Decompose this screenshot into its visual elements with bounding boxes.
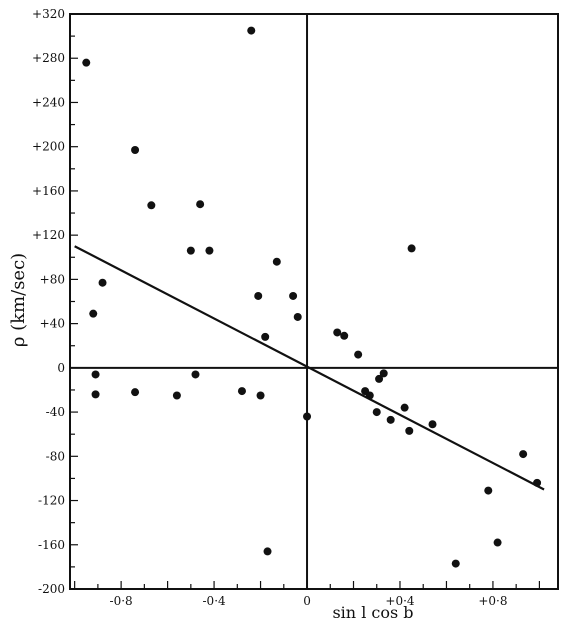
- fit-layer: [74, 245, 545, 491]
- data-point: [372, 408, 381, 417]
- data-point: [172, 391, 181, 400]
- x-tick-label: -0·4: [203, 594, 227, 608]
- data-point: [98, 278, 107, 287]
- data-point: [400, 403, 409, 412]
- y-tick-label: -160: [38, 538, 65, 552]
- data-point: [386, 415, 395, 424]
- y-tick-label: +120: [32, 228, 65, 242]
- axes-layer: [70, 14, 558, 589]
- y-axis-label: ρ (km/sec): [8, 253, 29, 347]
- data-point: [333, 328, 342, 337]
- data-point: [354, 350, 363, 359]
- x-tick-label: -0·8: [110, 594, 133, 608]
- y-tick-label: -80: [46, 449, 65, 463]
- data-point: [147, 201, 156, 210]
- data-point: [254, 291, 263, 300]
- data-point: [261, 332, 270, 341]
- y-tick-label: +80: [40, 272, 65, 286]
- x-tick-label: 0: [303, 594, 311, 608]
- data-point: [205, 246, 214, 255]
- data-point: [519, 450, 528, 459]
- data-point: [451, 559, 460, 568]
- data-point: [303, 412, 312, 421]
- data-point: [247, 26, 256, 35]
- data-point: [340, 331, 349, 340]
- data-point: [263, 547, 272, 556]
- data-point: [131, 388, 140, 397]
- ticks-layer: +320 +280 +240 +200 +160 +120 +80 +40 0 -40 -80 -12…: [32, 7, 541, 608]
- x-axis-label: sin l cos b: [332, 603, 413, 622]
- data-point: [375, 374, 384, 383]
- data-point: [484, 486, 493, 495]
- data-point: [89, 309, 98, 318]
- data-point: [493, 538, 502, 547]
- y-tick-label: 0: [57, 361, 65, 375]
- data-point: [237, 387, 246, 396]
- data-point: [379, 369, 388, 378]
- data-point: [191, 370, 200, 379]
- data-point: [407, 244, 416, 253]
- y-tick-label: -200: [38, 582, 65, 596]
- y-tick-label: +240: [32, 95, 65, 109]
- data-point: [293, 312, 302, 321]
- data-point: [256, 391, 265, 400]
- data-point: [131, 146, 140, 155]
- y-tick-label: +160: [32, 184, 65, 198]
- data-point: [91, 370, 100, 379]
- y-tick-label: +320: [32, 7, 65, 21]
- points-layer: [82, 26, 542, 568]
- x-tick-label: +0·4: [385, 594, 415, 608]
- data-point: [428, 420, 437, 429]
- x-tick-label: +0·8: [478, 594, 507, 608]
- y-tick-label: +40: [40, 317, 65, 331]
- y-tick-label: -120: [38, 494, 65, 508]
- y-tick-label: +280: [32, 51, 65, 65]
- data-point: [405, 426, 414, 435]
- data-point: [186, 246, 195, 255]
- data-point: [289, 291, 298, 300]
- y-tick-label: -40: [46, 405, 65, 419]
- data-point: [196, 200, 205, 209]
- fit-line: [74, 245, 545, 491]
- data-point: [82, 58, 91, 67]
- plot-frame: [69, 13, 559, 590]
- data-point: [272, 257, 281, 266]
- data-point: [91, 390, 100, 399]
- y-tick-label: +200: [32, 140, 65, 154]
